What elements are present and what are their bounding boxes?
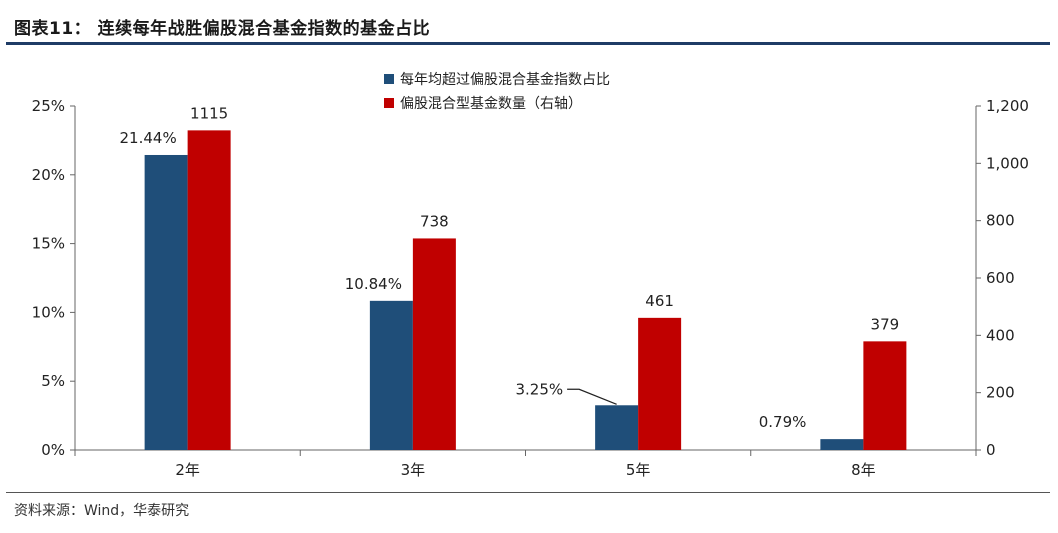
data-label-count: 461 — [645, 292, 674, 310]
y-right-tick-label: 600 — [986, 269, 1015, 287]
bar-pct-3年 — [369, 300, 413, 450]
legend-swatch-pct — [384, 74, 394, 84]
data-label-count: 1115 — [190, 104, 228, 122]
y-right-tick-label: 1,000 — [986, 154, 1029, 172]
y-left-tick-label: 10% — [32, 303, 65, 321]
legend-swatch-count — [384, 98, 394, 108]
bar-pct-2年 — [144, 154, 188, 450]
x-tick-label: 5年 — [626, 461, 651, 479]
data-label-pct: 10.84% — [345, 275, 402, 293]
y-right-tick-label: 0 — [986, 441, 996, 459]
footer-rule — [6, 492, 1050, 493]
source-note: 资料来源：Wind，华泰研究 — [14, 503, 190, 519]
bar-count-5年 — [638, 317, 682, 450]
header-rule — [6, 42, 1050, 45]
bar-count-2年 — [187, 130, 231, 450]
chart-data-labels: 1115 21.44% 738 10.84% 461 3.25% 379 0.79% — [120, 104, 900, 431]
data-label-pct: 21.44% — [120, 129, 177, 147]
legend-label-pct: 每年均超过偏股混合基金指数占比 — [400, 71, 610, 88]
figure-header: 图表11： 连续每年战胜偏股混合基金指数的基金占比 — [6, 8, 1050, 45]
y-right-tick-label: 400 — [986, 326, 1015, 344]
leader-line — [567, 388, 617, 405]
x-tick-label: 8年 — [851, 461, 876, 479]
bar-count-8年 — [863, 341, 907, 450]
x-tick-label: 2年 — [175, 461, 200, 479]
data-label-pct: 3.25% — [515, 380, 563, 398]
data-label-count: 738 — [420, 212, 449, 230]
bar-chart: 0% 5% 10% 15% 20% 25% 0 200 400 600 800 1,000 1,200 2… — [32, 71, 1029, 479]
y-left-tick-label: 20% — [32, 166, 65, 184]
y-left-tick-label: 5% — [41, 372, 65, 390]
y-right-tick-label: 1,200 — [986, 97, 1029, 115]
data-label-pct: 0.79% — [759, 413, 807, 431]
chart-axes: 0% 5% 10% 15% 20% 25% 0 200 400 600 800 1,000 1,200 2… — [32, 97, 1029, 479]
chart-bars — [144, 130, 907, 450]
y-left-tick-label: 15% — [32, 235, 65, 253]
x-tick-label: 3年 — [401, 461, 426, 479]
figure-title: 图表11： 连续每年战胜偏股混合基金指数的基金占比 — [14, 19, 431, 39]
y-right-tick-label: 200 — [986, 384, 1015, 402]
bar-pct-8年 — [820, 439, 864, 450]
y-right-tick-label: 800 — [986, 212, 1015, 230]
y-left-tick-label: 0% — [41, 441, 65, 459]
bar-count-3年 — [412, 238, 456, 450]
y-left-tick-label: 25% — [32, 97, 65, 115]
legend-label-count: 偏股混合型基金数量（右轴） — [400, 95, 582, 112]
data-label-count: 379 — [871, 315, 900, 333]
bar-pct-5年 — [595, 405, 639, 450]
